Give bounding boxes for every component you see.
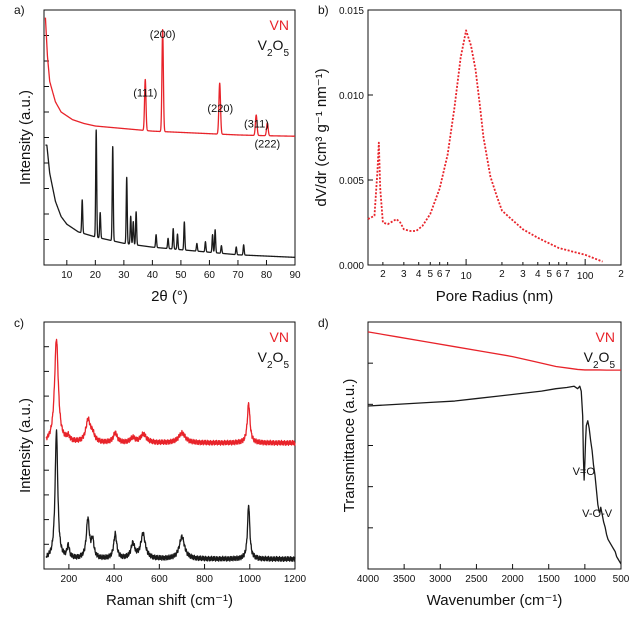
series-line-v2o5 <box>44 129 296 258</box>
y-tick-label: 0.000 <box>339 261 364 272</box>
y-axis-label: Transmittance (a.u.) <box>341 379 358 513</box>
series-line-v2o5 <box>45 429 296 563</box>
x-tick-label: 2500 <box>465 574 488 585</box>
panel-label-b: b) <box>318 3 329 17</box>
label-part: O <box>599 349 610 365</box>
series-line-vn <box>44 17 296 137</box>
peak-annotation: (311) <box>244 118 269 130</box>
x-tick-label: 20 <box>90 270 102 281</box>
label-part: O <box>273 37 284 53</box>
x-minor-tick-label: 6 <box>556 269 562 280</box>
x-axis-label: Wavenumber (cm⁻¹) <box>427 592 563 609</box>
x-tick-label: 3000 <box>429 574 452 585</box>
x-tick-label: 1200 <box>284 574 307 585</box>
x-tick-label: 600 <box>151 574 168 585</box>
x-minor-tick-label: 4 <box>416 269 422 280</box>
panel-label-d: d) <box>318 316 329 330</box>
x-minor-tick-label: 2 <box>618 269 624 280</box>
x-tick-label: 90 <box>289 270 301 281</box>
x-tick-label: 40 <box>147 270 159 281</box>
peak-annotation: (200) <box>150 29 176 41</box>
x-tick-label: 50 <box>175 270 187 281</box>
label-part: O <box>273 349 284 365</box>
label-part: V <box>258 349 268 365</box>
y-axis-label: Intensity (a.u.) <box>17 398 34 493</box>
x-tick-label: 10 <box>61 270 73 281</box>
x-tick-label: 1000 <box>574 574 597 585</box>
x-tick-label: 800 <box>196 574 213 585</box>
x-axis-label: Raman shift (cm⁻¹) <box>106 592 233 609</box>
x-minor-tick-label: 2 <box>380 269 386 280</box>
x-minor-tick-label: 3 <box>401 269 407 280</box>
y-tick-label: 0.010 <box>339 91 364 102</box>
x-minor-tick-label: 5 <box>427 269 433 280</box>
panel-label-c: c) <box>14 316 24 330</box>
legend-vn: VN <box>270 329 289 345</box>
x-axis-label: Pore Radius (nm) <box>436 288 554 305</box>
peak-annotation: (111) <box>133 88 157 100</box>
x-tick-label: 3500 <box>393 574 416 585</box>
x-minor-tick-label: 7 <box>564 269 570 280</box>
x-tick-label: 2000 <box>501 574 524 585</box>
legend-v2o5: V2O5 <box>258 349 290 371</box>
x-minor-tick-label: 3 <box>520 269 526 280</box>
y-axis-label: Intensity (a.u.) <box>17 90 34 185</box>
x-minor-tick-label: 6 <box>437 269 443 280</box>
label-part: 5 <box>283 48 289 59</box>
x-minor-tick-label: 7 <box>445 269 451 280</box>
legend-v2o5: V2O5 <box>258 37 290 59</box>
series-line-vn <box>367 331 621 371</box>
peak-annotation: (222) <box>254 139 280 151</box>
x-tick-label: 200 <box>61 574 78 585</box>
x-tick-label: 80 <box>261 270 273 281</box>
band-annotation: V=O <box>573 466 596 478</box>
x-tick-label: 400 <box>106 574 123 585</box>
label-part: 5 <box>283 360 289 371</box>
y-tick-label: 0.005 <box>339 176 364 187</box>
band-annotation: V-O-V <box>582 508 613 520</box>
x-tick-label: 10 <box>461 271 473 282</box>
label-part: V <box>258 37 268 53</box>
x-tick-label: 30 <box>118 270 130 281</box>
x-tick-label: 1000 <box>239 574 262 585</box>
legend-vn: VN <box>596 329 615 345</box>
label-part: 2 <box>593 360 599 371</box>
series-line-v2o5 <box>367 385 622 565</box>
x-minor-tick-label: 2 <box>499 269 505 280</box>
x-tick-label: 1500 <box>538 574 561 585</box>
peak-annotation: (220) <box>207 103 233 115</box>
legend-v2o5: V2O5 <box>584 349 616 371</box>
label-part: V <box>584 349 594 365</box>
y-axis-label: dV/dr (cm³ g⁻¹ nm⁻¹) <box>313 68 330 206</box>
x-minor-tick-label: 4 <box>535 269 541 280</box>
label-part: 5 <box>609 360 615 371</box>
x-tick-label: 70 <box>232 270 244 281</box>
x-minor-tick-label: 5 <box>547 269 553 280</box>
x-axis-label: 2θ (°) <box>151 288 188 305</box>
x-tick-label: 500 <box>613 574 629 585</box>
y-tick-label: 0.015 <box>339 6 364 17</box>
panel-label-a: a) <box>14 3 25 17</box>
series-line-vn <box>45 338 296 446</box>
legend-vn: VN <box>270 17 289 33</box>
label-part: 2 <box>267 360 273 371</box>
x-tick-label: 4000 <box>357 574 380 585</box>
x-tick-label: 100 <box>577 271 594 282</box>
x-tick-label: 60 <box>204 270 216 281</box>
plot-frame-b <box>367 9 622 266</box>
series-line-pore-distribution <box>367 29 603 263</box>
label-part: 2 <box>267 48 273 59</box>
